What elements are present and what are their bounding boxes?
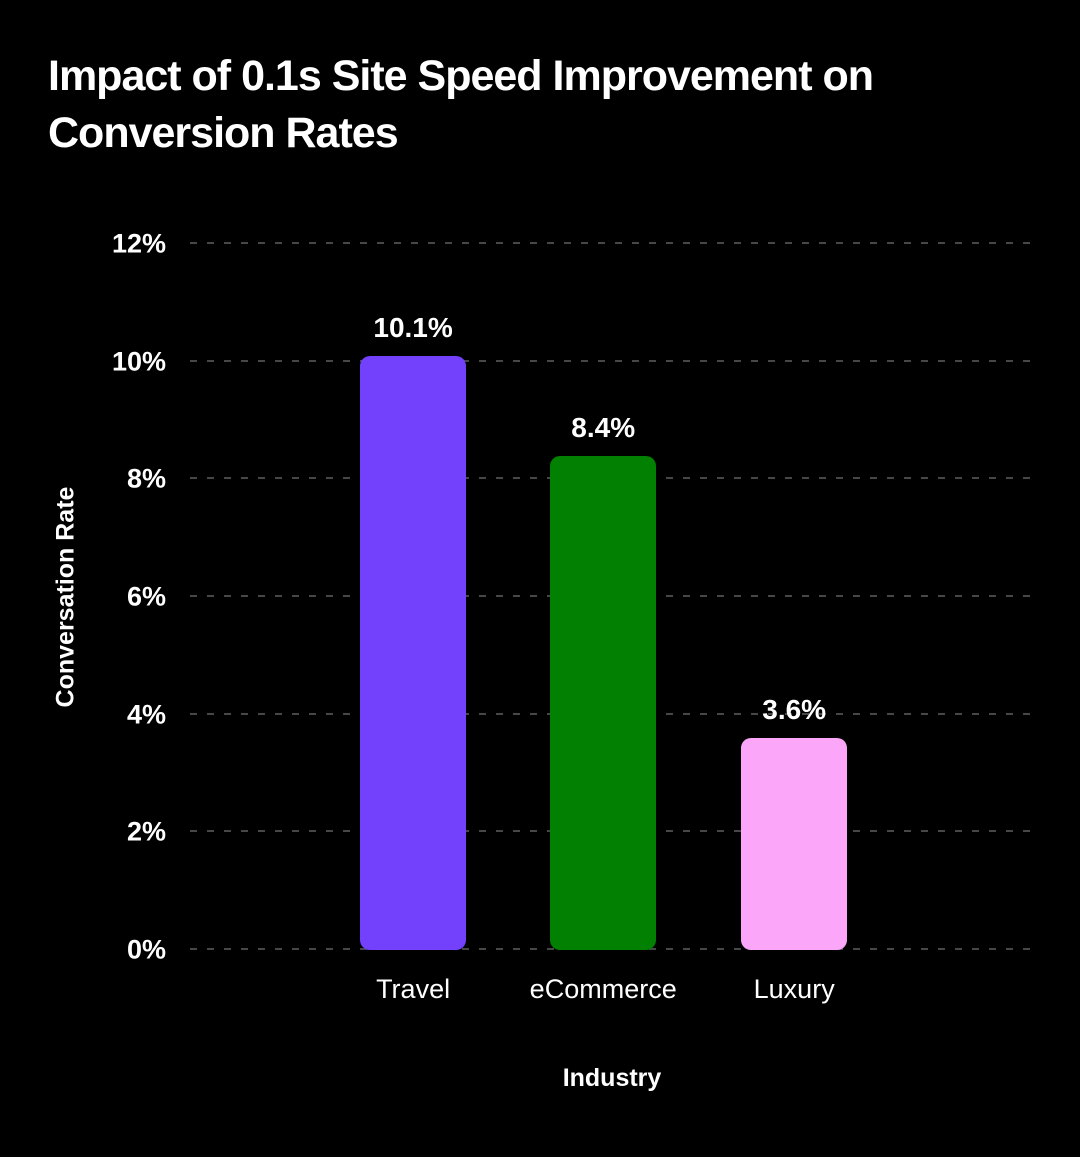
- plot-area: 0% 2% 4% 6% 8% 10% 12% 10.1% Travel 8.4% eCommerce…: [112, 230, 1035, 1003]
- x-tick-label-travel: Travel: [376, 974, 451, 1004]
- bar-ecommerce: [550, 455, 657, 950]
- bar-value-label-luxury: 3.6%: [762, 694, 827, 726]
- y-tick-label-6%: 6%: [126, 581, 166, 612]
- x-tick-label-ecommerce: eCommerce: [529, 974, 677, 1004]
- bar-value-label-ecommerce: 8.4%: [571, 411, 636, 443]
- y-axis-label: Conversation Rate: [51, 486, 80, 708]
- gridline-12%: [190, 242, 1035, 244]
- gridline-10%: [190, 359, 1035, 362]
- y-tick-label-8%: 8%: [126, 463, 166, 494]
- x-tick-label-luxury: Luxury: [753, 974, 835, 1004]
- bar-value-label-travel: 10.1%: [373, 311, 453, 343]
- bar-travel: [360, 355, 467, 950]
- y-tick-label-4%: 4%: [126, 699, 166, 730]
- chart-title: Impact of 0.1s Site Speed Improvement on…: [48, 52, 874, 157]
- y-tick-label-10%: 10%: [111, 346, 166, 377]
- y-tick-label-0%: 0%: [126, 934, 166, 965]
- y-tick-label-12%: 12%: [111, 228, 166, 259]
- bar-luxury: [741, 738, 848, 950]
- y-tick-label-2%: 2%: [126, 816, 166, 847]
- x-axis-label: Industry: [562, 1064, 662, 1092]
